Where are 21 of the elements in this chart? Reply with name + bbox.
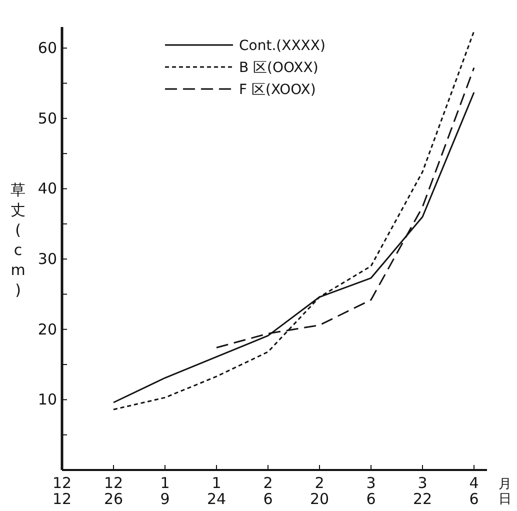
y-tick-label: 20 — [38, 320, 57, 338]
y-tick-label: 60 — [38, 39, 57, 58]
legend-label: B 区(OOXX) — [239, 60, 318, 76]
y-tick-label: 40 — [38, 180, 57, 198]
y-tick-label: 50 — [38, 109, 57, 128]
x-axis-title: 月日 — [498, 477, 512, 507]
y-tick-label: 30 — [38, 250, 57, 268]
x-tick-label: 12 26 — [104, 474, 124, 508]
x-tick-label: 2 6 — [263, 474, 273, 508]
y-axis-title: 草丈(cm) — [10, 181, 26, 299]
y-tick-label: 10 — [38, 390, 57, 409]
x-tick-label: 3 6 — [366, 474, 376, 508]
legend-label: F 区(XOOX) — [239, 82, 316, 98]
x-tick-label: 1 9 — [160, 474, 170, 508]
line-series — [112, 30, 475, 410]
x-tick-label: 12 12 — [52, 474, 72, 508]
x-tick-label: 3 22 — [412, 474, 432, 508]
x-tick-label: 4 6 — [469, 474, 479, 508]
legend-label: Cont.(XXXX) — [239, 38, 326, 54]
x-tick-label: 2 20 — [310, 474, 330, 508]
x-tick-label: 1 24 — [206, 474, 226, 508]
